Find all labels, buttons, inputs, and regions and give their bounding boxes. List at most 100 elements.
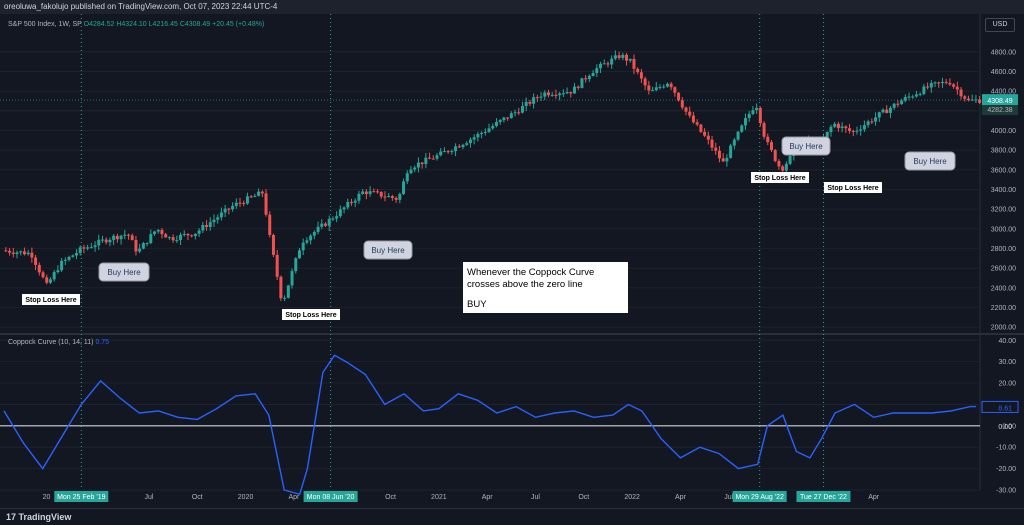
candle-body [558, 93, 562, 96]
candle-body [86, 247, 90, 249]
candle-body [60, 260, 64, 271]
candle-body [112, 235, 116, 240]
candle-body [416, 162, 420, 168]
candle-body [127, 234, 131, 236]
candle-body [52, 272, 56, 280]
high-value: H4324.10 [116, 21, 147, 28]
candle-body [424, 157, 428, 165]
candle-body [848, 128, 852, 132]
candle-body [316, 226, 320, 232]
candle-body [717, 150, 721, 159]
candle-body [145, 243, 149, 245]
candle-body [524, 101, 528, 107]
candle-body [108, 239, 112, 243]
marker-date-tag [54, 491, 109, 502]
candle-body [877, 112, 881, 118]
stop-loss-callout-label: Stop Loss Here [754, 175, 805, 182]
candle-body [22, 251, 26, 255]
candle-body [703, 131, 707, 136]
candle-body [688, 111, 692, 116]
candle-body [335, 216, 339, 219]
candle-body [160, 229, 164, 235]
candle-body [468, 139, 472, 144]
note-line-3: BUY [467, 299, 487, 310]
candle-body [929, 82, 933, 88]
candle-body [216, 217, 220, 220]
candle-body [297, 250, 301, 259]
candle-body [431, 158, 435, 160]
candle-body [561, 93, 565, 95]
coppock-tick-label: -10.00 [996, 445, 1016, 452]
close-value: C4308.49 [179, 21, 211, 28]
candle-body [554, 94, 558, 96]
candle-body [896, 103, 900, 105]
change-value: +20.45 (+0.48%) [212, 21, 265, 28]
candle-body [963, 96, 967, 99]
candle-body [959, 89, 963, 97]
candle-body [602, 63, 606, 65]
candle-body [777, 160, 781, 167]
coppock-tick-label: 0.00 [1002, 423, 1016, 430]
candle-body [677, 92, 681, 101]
candle-body [699, 124, 703, 132]
buy-here-callout-label: Buy Here [107, 268, 141, 277]
candle-body [695, 122, 699, 125]
candle-body [242, 202, 246, 204]
buy-here-callout-label: Buy Here [371, 246, 405, 255]
candle-body [628, 58, 632, 61]
candle-body [665, 83, 669, 87]
candle-body [275, 254, 279, 277]
candle-body [74, 253, 78, 256]
candle-body [918, 93, 922, 95]
candle-body [97, 239, 101, 246]
candle-body [89, 247, 93, 249]
candle-body [892, 103, 896, 108]
candle-body [37, 264, 41, 273]
candle-body [706, 135, 710, 140]
candle-body [171, 237, 175, 241]
candle-body [350, 202, 354, 204]
candle-body [461, 144, 465, 148]
chart-area[interactable]: 2000.00 2200.00 2400.00 2600.00 2800.00 3000.… [0, 14, 1024, 510]
candle-body [532, 97, 536, 104]
candle-body [130, 235, 134, 240]
candle-body [361, 191, 365, 194]
candle-body [714, 147, 718, 151]
marker-date-label: Mon 29 Aug '22 [735, 494, 784, 501]
candle-body [402, 181, 406, 195]
candle-body [56, 270, 60, 273]
candle-body [390, 196, 394, 198]
price-tick-label: 3400.00 [991, 187, 1016, 194]
candle-body [320, 223, 324, 227]
marker-date-label: Mon 25 Feb '19 [57, 494, 106, 501]
candle-body [253, 195, 257, 197]
candle-body [966, 98, 970, 101]
candle-body [283, 297, 287, 299]
candle-body [647, 85, 651, 91]
currency-button[interactable]: USD [985, 18, 1015, 32]
candle-body [175, 239, 179, 241]
candle-body [751, 110, 755, 114]
candle-body [684, 107, 688, 112]
candle-body [833, 123, 837, 127]
candle-body [625, 54, 629, 61]
candle-body [223, 208, 227, 213]
x-axis-label: Jul [531, 494, 540, 501]
candle-body [208, 222, 212, 227]
price-tick-label: 3200.00 [991, 207, 1016, 214]
candle-body [784, 163, 788, 171]
stop-loss-callout-box [22, 294, 80, 305]
candle-body [673, 87, 677, 93]
coppock-value-tag [981, 400, 1019, 413]
candle-body [528, 101, 532, 104]
candle-body [487, 128, 491, 132]
candle-body [829, 126, 833, 133]
candle-body [580, 78, 584, 88]
buy-here-callout-label: Buy Here [789, 142, 823, 151]
candle-body [119, 235, 123, 240]
coppock-tick-label: -30.00 [996, 488, 1016, 495]
x-axis-label: Jul [724, 494, 733, 501]
candle-body [747, 113, 751, 119]
candle-body [63, 259, 67, 261]
candle-body [249, 196, 253, 198]
